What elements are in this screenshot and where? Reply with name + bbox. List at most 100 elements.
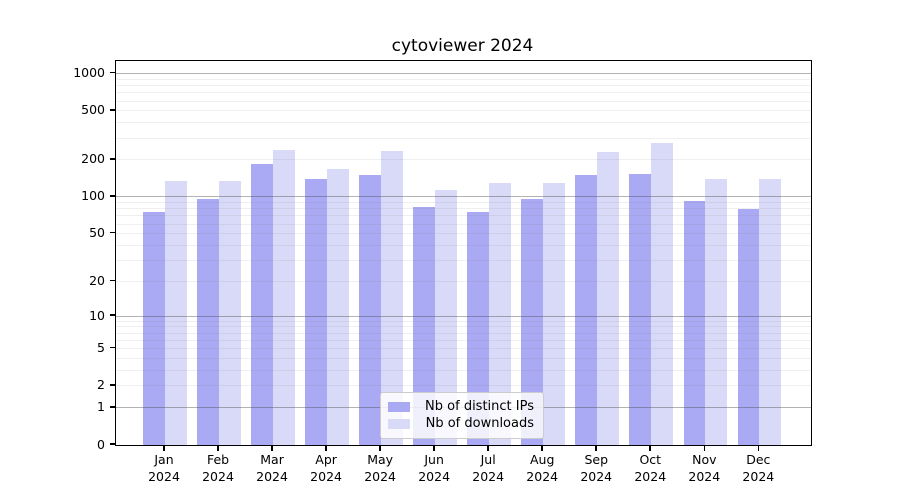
- bar-distinct-ips-dec: [737, 208, 760, 445]
- bar-distinct-ips-may: [359, 175, 382, 445]
- bar-downloads-mar: [273, 149, 295, 445]
- legend-swatch-distinct-ips: [388, 401, 410, 412]
- bar-distinct-ips-oct: [629, 174, 652, 445]
- gridline-minor-7: [116, 332, 811, 334]
- legend: Nb of distinct IPs Nb of downloads: [380, 392, 544, 439]
- bar-distinct-ips-aug: [521, 199, 544, 445]
- y-tick-mark-5: [110, 346, 115, 349]
- x-tick-label-sep: Sep 2024: [580, 452, 613, 484]
- x-tick-mark-jul: [487, 445, 489, 451]
- x-tick-mark-sep: [595, 445, 598, 451]
- y-tick-mark-200: [110, 158, 115, 160]
- y-tick-label-10: 10: [89, 307, 105, 323]
- gridline-minor-3: [116, 369, 811, 371]
- gridline-major-10: [116, 315, 811, 317]
- bar-distinct-ips-feb: [197, 199, 220, 445]
- legend-item-downloads: Nb of downloads: [388, 415, 534, 432]
- gridline-minor-60: [116, 223, 811, 225]
- gridline-minor-70: [116, 215, 811, 217]
- y-tick-label-200: 200: [81, 151, 105, 167]
- x-tick-label-apr: Apr 2024: [310, 452, 342, 484]
- gridline-minor-8: [116, 326, 811, 328]
- x-tick-mark-apr: [325, 445, 327, 451]
- plot-area: [115, 60, 812, 446]
- y-tick-mark-100: [110, 195, 115, 197]
- x-tick-mark-jan: [163, 445, 165, 451]
- x-tick-label-oct: Oct 2024: [634, 452, 667, 484]
- y-tick-mark-0: [110, 443, 115, 445]
- bar-downloads-aug: [543, 183, 565, 445]
- y-tick-mark-1: [110, 405, 115, 408]
- bar-distinct-ips-mar: [251, 164, 274, 445]
- gridline-minor-9: [116, 320, 811, 322]
- gridline-minor-800: [116, 85, 811, 87]
- y-tick-mark-20: [110, 279, 115, 282]
- x-tick-label-aug: Aug 2024: [526, 452, 559, 484]
- x-tick-mark-aug: [541, 445, 543, 451]
- y-tick-label-0: 0: [97, 436, 105, 452]
- gridline-minor-500: [116, 110, 811, 112]
- y-tick-label-5: 5: [97, 340, 105, 356]
- gridline-major-1000: [116, 73, 811, 75]
- bar-distinct-ips-apr: [305, 179, 328, 445]
- y-tick-mark-2: [110, 384, 115, 386]
- y-tick-mark-50: [110, 231, 115, 234]
- gridline-minor-2: [116, 385, 811, 387]
- bar-downloads-jan: [165, 180, 187, 445]
- x-tick-label-mar: Mar 2024: [256, 452, 288, 484]
- x-tick-mark-oct: [649, 445, 652, 451]
- x-tick-label-feb: Feb 2024: [202, 452, 234, 484]
- bar-downloads-dec: [759, 179, 782, 445]
- x-tick-label-jan: Jan 2024: [148, 452, 180, 484]
- y-tick-label-100: 100: [81, 188, 105, 204]
- bar-distinct-ips-sep: [575, 174, 598, 445]
- x-tick-label-may: May 2024: [364, 452, 397, 484]
- x-tick-mark-mar: [271, 445, 273, 451]
- x-tick-label-jul: Jul 2024: [472, 452, 505, 484]
- legend-item-distinct-ips: Nb of distinct IPs: [388, 398, 534, 415]
- gridline-minor-80: [116, 208, 811, 210]
- x-tick-mark-dec: [757, 445, 760, 451]
- gridline-minor-90: [116, 202, 811, 204]
- gridline-minor-6: [116, 339, 811, 341]
- gridline-minor-4: [116, 358, 811, 359]
- bar-downloads-jul: [489, 182, 511, 445]
- bar-downloads-oct: [651, 142, 674, 445]
- gridline-minor-900: [116, 78, 811, 80]
- gridline-major-100: [116, 196, 811, 198]
- bar-distinct-ips-jan: [143, 211, 165, 445]
- bar-distinct-ips-nov: [683, 201, 706, 445]
- bar-downloads-may: [381, 150, 403, 445]
- bar-downloads-nov: [705, 179, 728, 445]
- gridline-minor-30: [116, 259, 811, 261]
- y-tick-label-1: 1: [97, 399, 105, 415]
- y-tick-label-20: 20: [89, 272, 105, 288]
- bar-downloads-jun: [435, 190, 457, 445]
- bar-downloads-sep: [597, 152, 620, 445]
- gridline-minor-600: [116, 100, 811, 102]
- gridline-minor-40: [116, 244, 811, 246]
- gridline-minor-400: [116, 122, 811, 124]
- gridline-minor-200: [116, 159, 811, 161]
- legend-label-distinct-ips: Nb of distinct IPs: [425, 399, 534, 414]
- y-tick-label-1000: 1000: [73, 65, 105, 81]
- bar-downloads-feb: [219, 181, 241, 445]
- legend-label-downloads: Nb of downloads: [425, 416, 534, 431]
- bar-downloads-apr: [327, 168, 349, 445]
- y-tick-mark-10: [110, 314, 115, 316]
- gridline-minor-50: [116, 233, 811, 235]
- y-tick-mark-500: [110, 109, 115, 111]
- gridline-minor-5: [116, 348, 811, 350]
- x-tick-label-jun: Jun 2024: [418, 452, 451, 484]
- x-tick-label-dec: Dec 2024: [742, 452, 775, 484]
- gridline-minor-700: [116, 92, 811, 94]
- x-tick-mark-may: [379, 445, 381, 451]
- x-tick-mark-nov: [703, 445, 706, 451]
- x-tick-mark-jun: [433, 445, 435, 451]
- y-tick-mark-1000: [110, 71, 115, 74]
- y-tick-label-500: 500: [81, 102, 105, 118]
- bar-distinct-ips-jul: [467, 212, 490, 445]
- bar-distinct-ips-jun: [413, 206, 436, 445]
- x-tick-mark-feb: [217, 445, 219, 451]
